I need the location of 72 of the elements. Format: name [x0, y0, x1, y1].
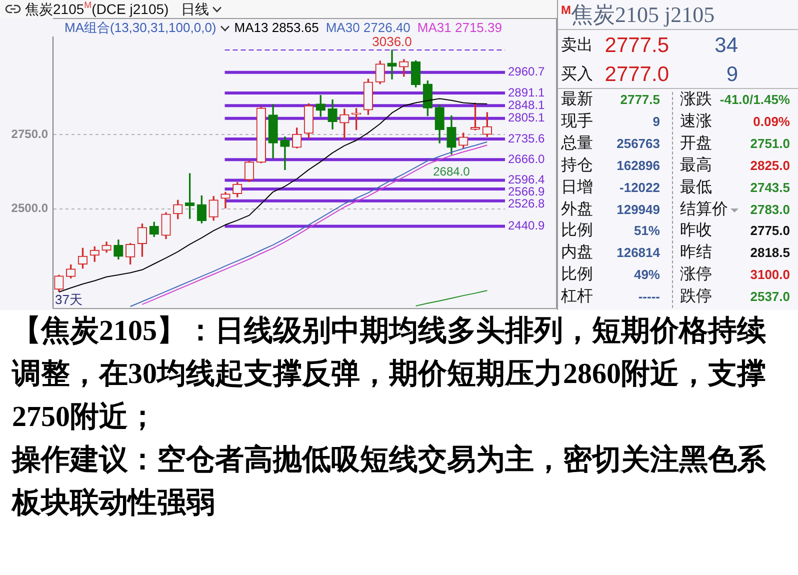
- text: 2818.5: [750, 244, 790, 262]
- annotation: 2684.0: [433, 164, 470, 179]
- text: 51%: [634, 222, 660, 240]
- ref-line-label: 2666.0: [508, 152, 546, 166]
- annotation: 3036.0: [372, 34, 412, 50]
- text: 0.09%: [753, 112, 790, 131]
- text: 卖出: [561, 36, 593, 56]
- text: MA13 2853.65: [234, 20, 319, 35]
- text: 现手: [561, 112, 593, 132]
- ref-line-label: 2440.9: [508, 218, 546, 233]
- text: 34: [714, 33, 738, 59]
- text: $^{M}$焦炭2105 j2105: [561, 2, 715, 28]
- ref-line-label: 2566.9: [508, 184, 546, 199]
- text: -----: [638, 288, 660, 306]
- text: 2751.0: [750, 134, 790, 153]
- text: 持仓: [561, 156, 593, 176]
- text: MA30 2726.40: [326, 20, 410, 35]
- text: 2825.0: [750, 156, 790, 175]
- ref-line-label: 2805.1: [508, 110, 546, 125]
- chart-subtitle: 日线: [181, 0, 209, 18]
- text: 最低: [680, 178, 712, 198]
- text: 外盘: [561, 200, 593, 220]
- text: -12022: [620, 178, 660, 197]
- y-tick-label: 2750.0: [11, 127, 48, 142]
- text: 买入: [561, 64, 593, 85]
- text: -41.0/1.45%: [720, 91, 790, 109]
- text: 内盘: [561, 242, 593, 264]
- text: 涨停: [680, 265, 712, 286]
- text: 最高: [680, 156, 712, 176]
- text: 126814: [616, 244, 660, 262]
- text: 最新: [561, 90, 593, 110]
- text: 2777.5: [620, 91, 660, 109]
- ref-line-label: 2596.4: [508, 172, 546, 187]
- ref-line-label: 2735.6: [508, 131, 546, 146]
- text: 总量: [561, 134, 593, 154]
- ref-line-label: 2960.7: [508, 64, 546, 79]
- candlestick: [387, 50, 397, 80]
- candlestick: [280, 136, 290, 170]
- text: 9: [726, 62, 738, 88]
- text: 2775.0: [750, 222, 790, 240]
- text: 涨跌: [680, 90, 712, 110]
- text: 速涨: [680, 112, 712, 132]
- ref-line-label: 2848.1: [508, 98, 546, 112]
- text: 比例: [561, 220, 593, 242]
- text: 日增: [561, 178, 593, 198]
- text: 操作建议：空仓者高抛低吸短线交易为主，密切关注黑色系板块联动性强弱: [10, 442, 767, 521]
- text: 结算价: [680, 200, 728, 220]
- text: 2537.0: [750, 288, 790, 306]
- text: 256763: [616, 134, 660, 153]
- text: 昨收: [680, 221, 712, 242]
- text: 杠杆: [561, 287, 593, 308]
- text: 3100.0: [750, 266, 790, 284]
- text: 162896: [616, 156, 660, 175]
- text: 比例: [561, 264, 593, 286]
- text: 【焦炭2105】：日线级别中期均线多头排列，短期价格持续调整，在30均线起支撑反弹，期价短期压力2860附近，支撑2750附近；: [10, 314, 767, 435]
- chart-title: 焦炭2105$^{M}$(DCE j2105): [25, 0, 169, 18]
- text: MA31 2715.39: [417, 20, 502, 35]
- text: 9: [652, 112, 660, 131]
- legend-title: MA组合(13,30,31,100,0,0): [64, 20, 216, 35]
- ref-line-label: 2526.8: [508, 196, 546, 211]
- text: 49%: [634, 266, 660, 284]
- text: 2743.5: [750, 178, 790, 197]
- annotation: 37天: [55, 292, 82, 308]
- y-tick-label: 2500.0: [11, 201, 48, 216]
- text: 跌停: [680, 287, 712, 308]
- text: 2783.0: [750, 200, 790, 218]
- ref-line-label: 2891.1: [508, 85, 546, 100]
- text: 2777.0: [604, 62, 669, 88]
- text: 129949: [616, 200, 660, 218]
- text: 昨结: [680, 242, 712, 264]
- text: 2777.5: [604, 33, 669, 59]
- text: 开盘: [680, 134, 712, 154]
